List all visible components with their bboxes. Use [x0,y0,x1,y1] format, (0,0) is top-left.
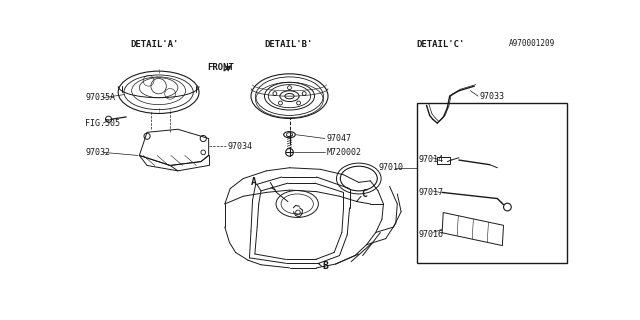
Text: DETAIL'A': DETAIL'A' [130,40,179,49]
Text: A: A [251,177,257,188]
Text: FIG.505: FIG.505 [86,119,120,128]
Text: 97010: 97010 [378,163,403,172]
Text: 97017: 97017 [419,188,444,197]
Text: 97035A: 97035A [86,93,115,102]
Bar [417,103,566,263]
Text: A970001209: A970001209 [509,38,556,47]
Text: 97047: 97047 [326,134,351,143]
Text: FRONT: FRONT [207,63,234,72]
Text: M720002: M720002 [326,148,362,157]
Text: DETAIL'B': DETAIL'B' [265,40,313,49]
Text: DETAIL'C': DETAIL'C' [417,40,465,49]
Text: B: B [323,261,328,271]
Text: 97016: 97016 [419,230,444,239]
Text: 97014: 97014 [419,155,444,164]
Text: 97033: 97033 [480,92,505,101]
Bar [437,157,450,164]
Text: 97034: 97034 [228,142,253,151]
Text: 97032: 97032 [86,148,111,157]
Text: C: C [361,189,367,199]
